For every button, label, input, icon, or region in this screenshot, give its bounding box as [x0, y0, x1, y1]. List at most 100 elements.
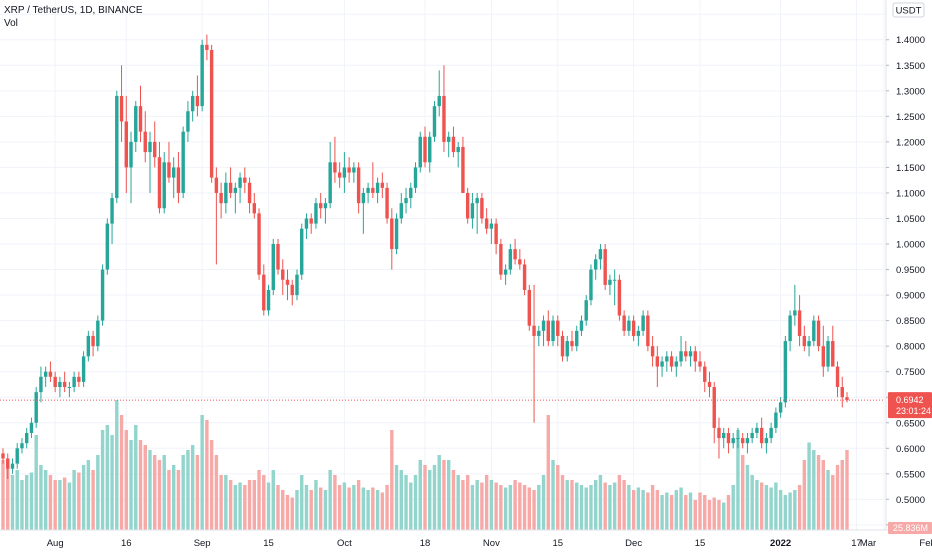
candle-body [366, 187, 370, 193]
candle-body [228, 182, 233, 193]
candle-body [247, 182, 252, 204]
volume-bar [58, 480, 62, 530]
candle-body [129, 141, 133, 168]
volume-bar [707, 500, 712, 530]
volume-bar [641, 490, 645, 530]
volume-bar [347, 487, 351, 530]
volume-bar [304, 485, 309, 530]
volume-bar [769, 487, 773, 530]
price-tick-label: 1.2500 [896, 112, 925, 123]
volume-bar [385, 485, 389, 530]
candle-body [190, 95, 195, 112]
volume-bar [96, 455, 100, 530]
volume-bar [546, 415, 550, 530]
candle-body [195, 95, 200, 107]
volume-bar [612, 482, 617, 530]
candle-body [575, 330, 579, 347]
price-tick-label: 1.0500 [896, 214, 925, 225]
volume-bar [826, 470, 830, 530]
price-tick-label: 0.5500 [896, 469, 925, 480]
volume-bar [309, 490, 313, 530]
volume-bar [740, 455, 745, 530]
candle-body [356, 167, 361, 204]
volume-bar [375, 490, 380, 530]
volume-bar [778, 490, 783, 530]
volume-bar [243, 485, 247, 530]
candle-body [29, 422, 34, 433]
volume-bar [579, 485, 584, 530]
volume-bar [589, 485, 593, 530]
candle-body [200, 44, 204, 107]
candle-body [428, 136, 432, 163]
volume-label[interactable]: Vol [4, 18, 18, 29]
chart-legend: XRP / TetherUS, 1D, BINANCE Vol [4, 4, 143, 30]
candle-body [631, 320, 636, 336]
volume-bar [266, 482, 271, 530]
candle-body [508, 249, 513, 270]
candle-body [96, 320, 100, 347]
volume-bar [423, 465, 427, 530]
volume-bar [62, 477, 67, 530]
time-tick-label: Feb [919, 538, 932, 549]
candle-body [34, 392, 38, 423]
volume-bar [77, 472, 81, 530]
volume-bar [537, 485, 541, 530]
candle-body [110, 198, 114, 224]
candle-body [598, 249, 603, 260]
volume-bar [195, 455, 200, 530]
candle-body [148, 141, 152, 153]
volume-bar [437, 455, 441, 530]
volume-bar [413, 475, 418, 530]
volume-bar [655, 490, 660, 530]
candle-body [835, 366, 840, 388]
countdown-label: 23:01:24 [896, 406, 931, 416]
candle-body [522, 264, 527, 290]
candle-body [318, 203, 323, 209]
candle-body [413, 167, 418, 188]
candle-body [1, 453, 5, 459]
volume-bar [755, 480, 759, 530]
candle-body [380, 182, 385, 188]
candle-body [119, 95, 124, 122]
volume-bar [110, 435, 114, 530]
volume-bar [129, 440, 133, 530]
volume-bar [190, 445, 195, 530]
volume-bar [328, 470, 332, 530]
candle-body [276, 244, 280, 270]
candle-body [584, 300, 588, 321]
volume-bar [323, 490, 328, 530]
volume-bar [736, 430, 740, 530]
candle-body [352, 167, 356, 173]
candle-body [15, 448, 19, 464]
time-tick-label: Oct [337, 538, 352, 549]
volume-bar [636, 487, 641, 530]
candle-body [48, 371, 53, 377]
candle-body [181, 131, 185, 193]
candle-body [821, 346, 825, 367]
volume-bar [10, 475, 15, 530]
time-tick-label: 2022 [770, 538, 791, 549]
symbol-title[interactable]: XRP / TetherUS, 1D, BINANCE [4, 5, 143, 16]
time-tick-label: 15 [695, 538, 706, 549]
candle-body [622, 315, 626, 331]
volume-bar [646, 492, 650, 530]
volume-bar [499, 485, 503, 530]
volume-bar [522, 485, 527, 530]
candle-body [731, 438, 735, 444]
volume-bar [726, 495, 731, 530]
candle-body [219, 192, 223, 204]
volume-bar [124, 430, 128, 530]
volume-bar [247, 480, 252, 530]
volume-bar [669, 495, 674, 530]
candle-body [736, 438, 740, 440]
candle-body [257, 213, 261, 275]
candle-body [617, 279, 622, 316]
candle-body [712, 387, 716, 428]
candle-body [745, 438, 750, 444]
volume-bar [300, 475, 304, 530]
volume-bar [271, 470, 275, 530]
price-tick-label: 1.1000 [896, 188, 925, 199]
